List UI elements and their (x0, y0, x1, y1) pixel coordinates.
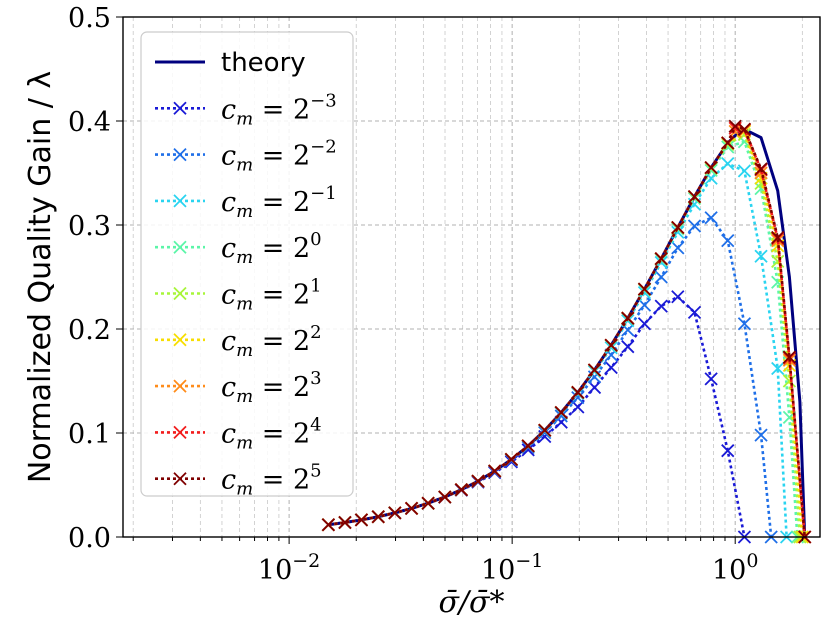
data-point-marker (521, 439, 535, 453)
y-tick-label: 0.3 (68, 211, 111, 242)
data-point-marker (521, 443, 535, 457)
data-point-marker (404, 501, 419, 516)
legend-box (140, 31, 354, 497)
legend-label: theory (221, 48, 306, 78)
data-point-marker (388, 506, 402, 520)
data-point-marker (604, 341, 618, 355)
data-point-marker (621, 340, 635, 354)
data-point-marker (571, 385, 585, 400)
legend-label: cm = 21 (221, 276, 322, 315)
data-point-marker (554, 405, 568, 420)
y-tick-label: 0.1 (68, 419, 111, 450)
data-point-marker (671, 241, 685, 255)
data-point-marker (637, 285, 652, 300)
legend-marker-swatch (173, 472, 187, 486)
data-point-marker (604, 360, 618, 375)
data-point-marker (488, 464, 502, 478)
y-tick-label: 0.5 (68, 3, 111, 34)
axis-ticks: 10−2 10−1 100 0.0 0.1 0.2 0.3 0.4 0.5 (68, 3, 803, 586)
data-point-marker (687, 305, 702, 319)
data-point-marker (654, 252, 668, 266)
data-point-marker (782, 374, 797, 388)
data-point-marker (471, 474, 485, 488)
data-point-marker (737, 164, 752, 178)
legend-marker-swatch (173, 194, 187, 208)
data-point-marker (754, 162, 768, 176)
data-point-marker (538, 425, 552, 440)
data-point-marker (737, 122, 752, 136)
legend-label: cm = 2−2 (221, 137, 337, 176)
data-point-marker (704, 160, 718, 175)
data-point-marker (721, 136, 735, 150)
legend-label: cm = 25 (221, 461, 322, 500)
data-point-marker (338, 515, 352, 530)
legend-label: cm = 2−3 (221, 90, 337, 129)
x-axis-label-text: σ̄/σ̄* (438, 585, 504, 620)
series-group (321, 119, 812, 544)
y-tick-label: 0.0 (68, 523, 111, 554)
data-point-marker (538, 423, 552, 437)
x-axis-label: σ̄/σ̄* (438, 585, 504, 620)
legend-label: cm = 23 (221, 368, 322, 407)
legend-marker-swatch (173, 147, 187, 162)
legend-marker-swatch (173, 333, 187, 347)
data-point-marker (321, 518, 336, 532)
y-tick-label: 0.4 (68, 107, 111, 138)
data-point-marker (604, 338, 618, 352)
data-point-marker (782, 350, 797, 364)
data-point-marker (571, 391, 585, 405)
data-point-marker (704, 211, 718, 225)
data-point-marker (587, 363, 602, 377)
y-tick-label: 0.2 (68, 315, 111, 346)
y-axis-label: Normalized Quality Gain / λ (23, 71, 58, 483)
data-point-marker (771, 361, 785, 376)
data-point-marker (721, 157, 735, 171)
data-point-marker (454, 483, 469, 497)
data-point-marker (371, 510, 385, 524)
data-point-marker (721, 444, 735, 458)
data-point-marker (721, 233, 735, 248)
data-point-marker (728, 119, 742, 133)
legend-label: cm = 2−1 (221, 183, 337, 222)
legend: theory cm = 2−3 cm = 2−2 cm = 2−1 cm = 20 cm … (140, 31, 354, 500)
data-point-marker (637, 282, 652, 296)
data-point-marker (354, 513, 369, 527)
data-point-marker (737, 317, 752, 331)
data-point-marker (421, 496, 435, 510)
legend-marker-swatch (173, 425, 187, 440)
data-point-marker (704, 372, 718, 386)
data-point-marker (571, 400, 585, 414)
data-point-marker (654, 270, 668, 284)
data-point-marker (554, 409, 568, 423)
data-point-marker (721, 140, 735, 154)
x-tick-label: 10−2 (258, 550, 320, 586)
data-point-marker (704, 163, 718, 178)
legend-marker-swatch (173, 101, 187, 115)
legend-label: cm = 20 (221, 229, 322, 268)
data-point-marker (654, 299, 668, 313)
data-point-marker (671, 220, 685, 235)
legend-marker-swatch (173, 286, 187, 301)
data-point-marker (687, 219, 702, 233)
plot-frame (122, 16, 821, 538)
legend-marker-swatch (173, 240, 187, 254)
x-tick-label: 10−1 (481, 550, 543, 586)
data-point-marker (621, 311, 635, 325)
x-tick-label: 100 (712, 550, 758, 586)
data-point-marker (637, 317, 652, 331)
legend-label: cm = 24 (221, 414, 322, 453)
data-point-marker (771, 230, 785, 245)
series-line (328, 216, 773, 538)
data-point-marker (438, 490, 452, 504)
data-point-marker (671, 290, 685, 304)
legend-marker-swatch (173, 379, 187, 393)
data-point-marker (754, 428, 768, 442)
data-point-marker (754, 249, 768, 263)
data-point-marker (687, 189, 702, 204)
data-point-marker (504, 452, 519, 467)
legend-label: cm = 22 (221, 322, 322, 361)
